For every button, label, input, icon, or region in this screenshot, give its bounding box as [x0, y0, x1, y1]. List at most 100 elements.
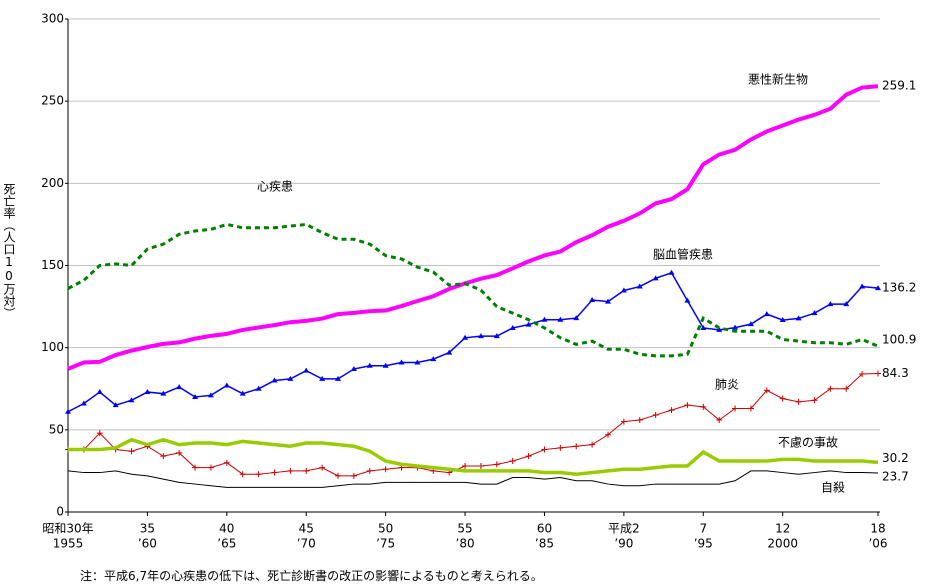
marker — [636, 283, 643, 289]
series-line — [68, 372, 879, 477]
y-tick-label: 100 — [41, 340, 64, 354]
marker — [652, 275, 659, 281]
end-value-label: 23.7 — [882, 470, 909, 484]
marker — [319, 464, 326, 471]
end-value-label: 84.3 — [882, 366, 909, 380]
marker — [319, 375, 326, 381]
x-tick-label-western: ’60 — [138, 537, 157, 551]
y-tick-label: 200 — [41, 176, 64, 190]
marker — [541, 316, 548, 322]
x-tick-label-western: ’85 — [535, 537, 554, 551]
marker — [430, 356, 437, 362]
marker — [414, 359, 421, 365]
x-tick-label: 12 — [775, 522, 790, 536]
marker — [255, 385, 262, 391]
marker — [716, 326, 723, 332]
marker — [684, 297, 691, 303]
series-line — [67, 84, 879, 371]
marker — [398, 359, 405, 365]
marker — [652, 412, 659, 419]
end-value-label: 136.2 — [882, 281, 916, 295]
marker — [112, 402, 119, 408]
footnote: 注：平成6,7年の心疾患の低下は、死亡診断書の改正の影響によるものと考えられる。 — [80, 569, 543, 583]
marker — [255, 471, 262, 478]
marker — [239, 390, 246, 396]
marker — [192, 393, 199, 399]
marker — [477, 333, 484, 339]
marker — [366, 362, 373, 368]
marker — [382, 362, 389, 368]
marker — [128, 448, 135, 455]
marker — [843, 301, 850, 307]
marker — [589, 297, 596, 303]
marker — [303, 367, 310, 373]
x-tick-label: 60 — [537, 522, 552, 536]
end-value-label: 259.1 — [882, 79, 916, 93]
x-tick-label: 45 — [299, 522, 314, 536]
marker — [859, 283, 866, 289]
marker — [620, 287, 627, 293]
marker — [747, 405, 754, 412]
x-tick-label-western: ’75 — [376, 537, 395, 551]
x-tick-label-western: 2000 — [767, 537, 798, 551]
marker — [668, 269, 675, 275]
marker — [541, 446, 548, 453]
marker — [350, 366, 357, 372]
marker — [732, 405, 739, 412]
y-tick-label: 0 — [56, 505, 64, 519]
y-axis-title: 死亡率（人口10万対） — [2, 183, 16, 319]
marker — [287, 467, 294, 474]
marker — [350, 472, 357, 479]
marker — [335, 375, 341, 381]
series-label: 自殺 — [821, 481, 845, 495]
x-tick-label: 55 — [457, 522, 472, 536]
marker — [493, 333, 500, 339]
marker — [716, 416, 723, 423]
marker — [811, 310, 818, 316]
series-line — [67, 222, 879, 358]
marker — [636, 416, 643, 423]
marker — [477, 462, 484, 469]
marker — [65, 408, 71, 414]
marker — [128, 397, 135, 403]
marker — [462, 462, 469, 469]
marker — [668, 407, 675, 414]
marker — [843, 385, 850, 392]
marker — [192, 464, 199, 471]
y-tick-label: 50 — [49, 422, 64, 436]
marker — [239, 471, 246, 478]
marker — [763, 387, 770, 394]
x-tick-label-western: ’95 — [694, 537, 713, 551]
series-line — [67, 470, 879, 488]
marker — [827, 301, 834, 307]
marker — [700, 403, 707, 410]
marker — [573, 443, 580, 450]
marker — [605, 431, 611, 438]
marker — [557, 316, 564, 322]
end-value-label: 30.2 — [882, 451, 909, 465]
x-tick-label: 35 — [140, 522, 155, 536]
marker — [271, 377, 278, 383]
x-tick-label-western: ’65 — [217, 537, 236, 551]
marker — [335, 472, 341, 479]
marker — [207, 464, 214, 471]
marker — [589, 441, 596, 448]
marker — [859, 370, 866, 377]
marker — [493, 461, 500, 468]
marker — [509, 324, 516, 330]
marker — [176, 384, 183, 390]
marker — [795, 398, 802, 405]
marker — [160, 453, 167, 460]
marker — [795, 315, 802, 321]
marker — [747, 321, 754, 327]
x-tick-label: 40 — [219, 522, 234, 536]
marker — [96, 430, 103, 437]
marker — [303, 467, 310, 474]
marker — [811, 397, 818, 404]
marker — [605, 298, 611, 304]
marker — [144, 389, 151, 395]
marker — [96, 389, 103, 395]
x-tick-label: 平成2 — [608, 522, 640, 536]
series-line — [67, 271, 879, 413]
